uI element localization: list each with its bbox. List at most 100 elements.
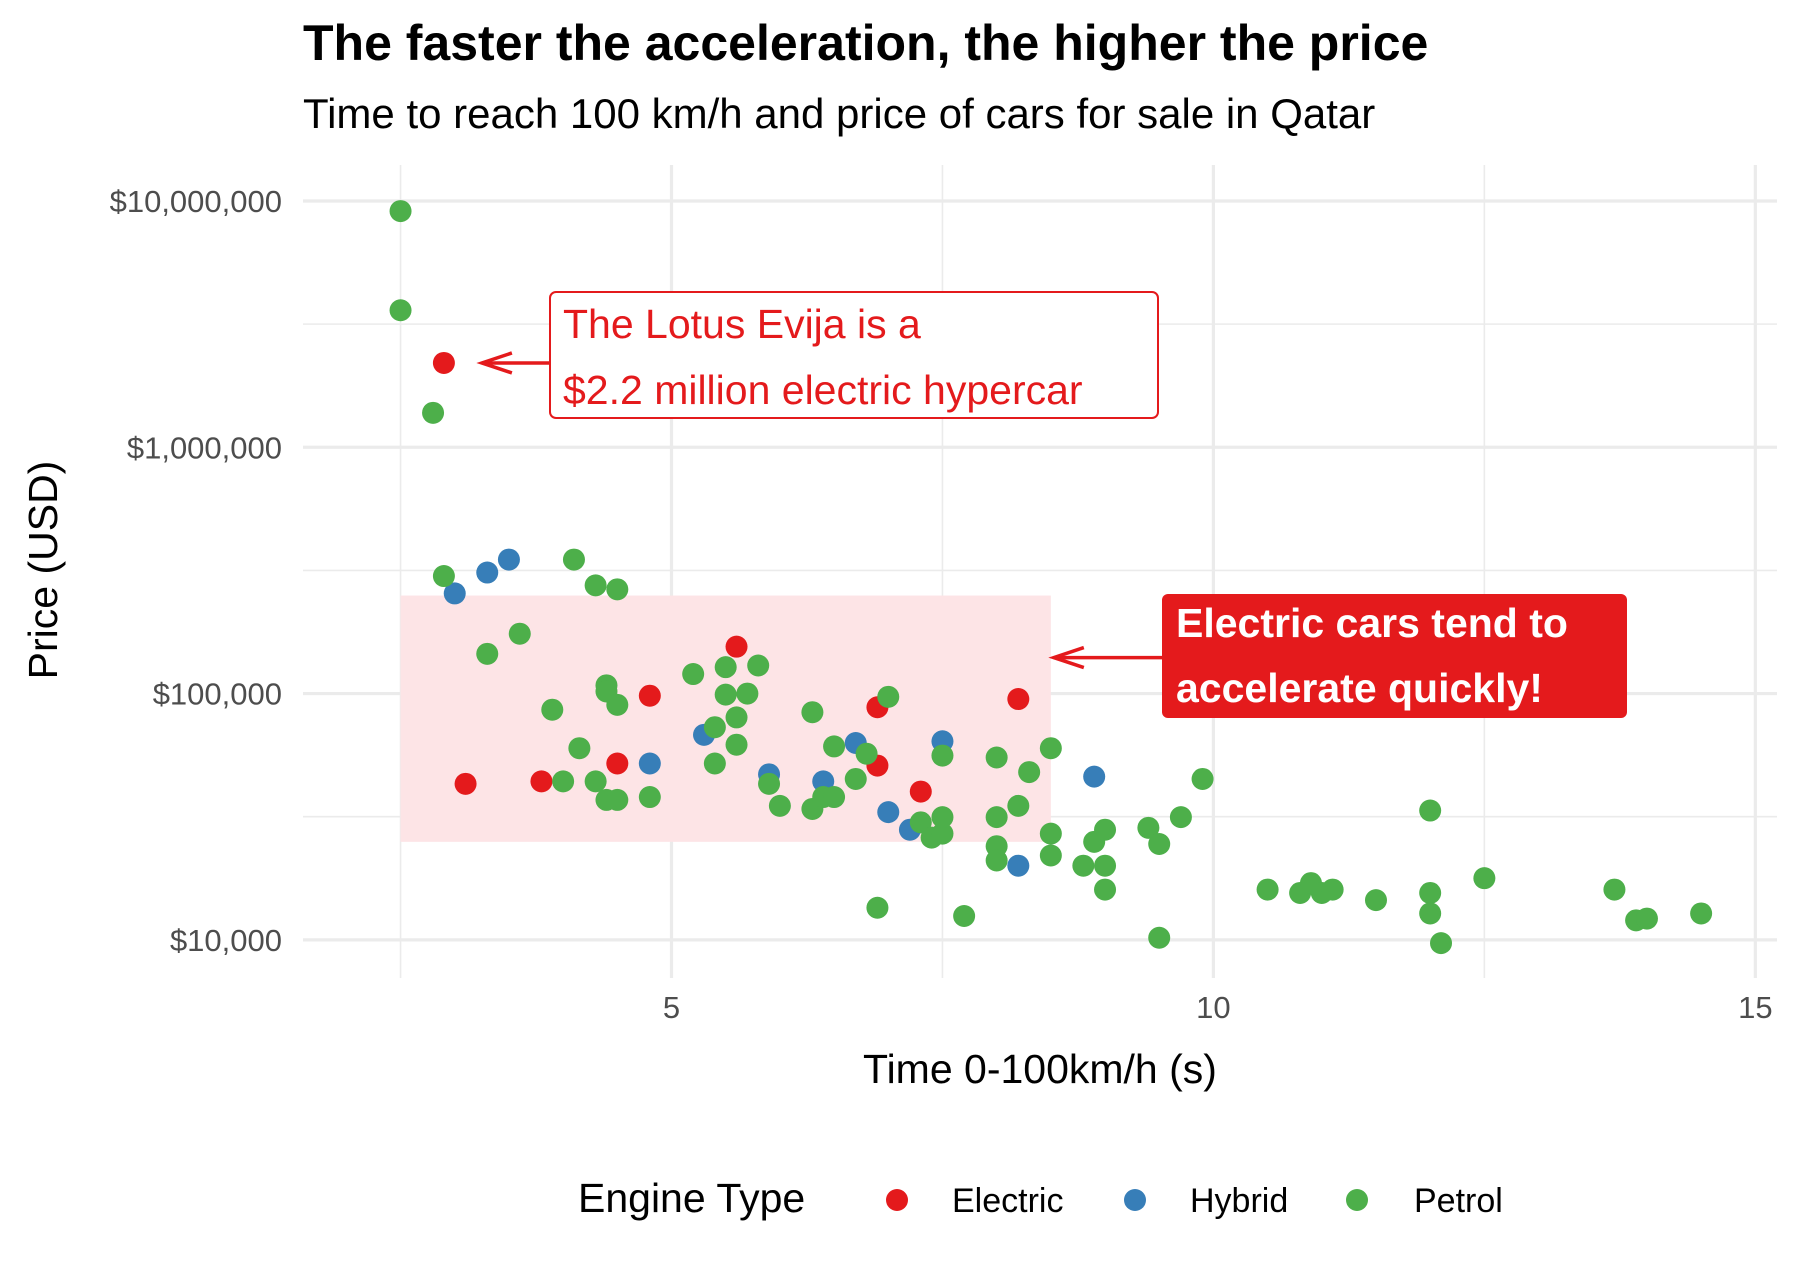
point-electric [1007,688,1030,711]
lotus-annotation-arrowhead [476,351,513,375]
point-petrol [1321,878,1344,901]
point-petrol [714,656,737,679]
point-petrol [606,788,629,811]
point-petrol [1473,867,1496,890]
point-petrol [1419,799,1442,822]
point-petrol [1635,907,1658,930]
point-petrol [877,685,900,708]
point-petrol [909,811,932,834]
point-petrol [606,693,629,716]
point-petrol [725,706,748,729]
point-petrol [1148,833,1171,856]
point-petrol [432,565,455,588]
point-petrol [1191,767,1214,790]
point-petrol [953,904,976,927]
point-petrol [422,401,445,424]
x-tick-label: 15 [1738,990,1772,1025]
point-electric [606,752,629,775]
point-petrol [584,574,607,597]
point-petrol [1169,806,1192,829]
point-petrol [931,806,954,829]
annotations: The Lotus Evija is a $2.2 million electr… [476,291,1627,718]
lotus-annotation-line1: The Lotus Evija is a [563,301,921,347]
legend-key-petrol [1346,1189,1368,1211]
point-petrol [844,767,867,790]
chart-title: The faster the acceleration, the higher … [303,15,1429,71]
point-petrol [562,548,585,571]
electric-annotation: Electric cars tend to accelerate quickly… [1048,594,1627,718]
point-petrol [1256,878,1279,901]
x-tick-label: 5 [663,990,680,1025]
point-petrol [1094,878,1117,901]
point-petrol [476,642,499,665]
x-axis-ticks: 5 10 15 [663,990,1773,1025]
point-petrol [1364,889,1387,912]
point-petrol [758,772,781,795]
point-electric [909,780,932,803]
lotus-annotation-line2: $2.2 million electric hypercar [563,367,1083,413]
point-petrol [823,735,846,758]
point-petrol [1419,881,1442,904]
legend-key-electric [886,1189,908,1211]
point-petrol [747,654,770,677]
electric-annotation-box [1162,594,1627,718]
point-hybrid [1007,854,1030,877]
point-hybrid [812,770,835,793]
point-petrol [931,744,954,767]
point-petrol [931,822,954,845]
point-petrol [1419,902,1442,925]
point-petrol [714,683,737,706]
y-tick-label: $10,000 [170,923,282,958]
lotus-annotation: The Lotus Evija is a $2.2 million electr… [476,291,1159,419]
y-axis-title: Price (USD) [20,461,66,680]
point-petrol [985,849,1008,872]
point-petrol [1039,737,1062,760]
legend-label-electric: Electric [952,1182,1063,1220]
point-petrol [568,737,591,760]
point-petrol [1039,822,1062,845]
point-petrol [703,752,726,775]
point-petrol [1007,794,1030,817]
point-petrol [389,200,412,223]
point-petrol [682,663,705,686]
lotus-annotation-box [549,291,1159,419]
point-petrol [703,716,726,739]
y-tick-label: $10,000,000 [110,184,282,219]
point-petrol [606,578,629,601]
point-electric [638,684,661,707]
point-petrol [725,733,748,756]
point-hybrid [1083,765,1106,788]
point-petrol [1430,932,1453,955]
point-electric [454,772,477,795]
y-tick-label: $100,000 [153,677,282,712]
point-petrol [866,896,889,919]
point-petrol [1690,902,1713,925]
point-petrol [736,682,759,705]
point-petrol [1018,761,1041,784]
electric-annotation-line2: accelerate quickly! [1176,665,1543,711]
legend-label-petrol: Petrol [1414,1182,1503,1220]
point-petrol [1148,926,1171,949]
point-hybrid [476,561,499,584]
electric-annotation-arrowhead [1048,645,1085,670]
point-petrol [823,786,846,809]
data-points [389,200,1713,955]
point-petrol [985,806,1008,829]
legend-key-hybrid [1124,1189,1146,1211]
point-petrol [801,701,824,724]
point-petrol [1094,818,1117,841]
x-axis-title: Time 0-100km/h (s) [863,1046,1217,1092]
legend-label-hybrid: Hybrid [1190,1182,1288,1220]
point-petrol [541,698,564,721]
point-petrol [1039,844,1062,867]
point-petrol [508,622,531,645]
point-petrol [1094,854,1117,877]
point-electric [432,351,455,374]
point-petrol [638,786,661,809]
chart-subtitle: Time to reach 100 km/h and price of cars… [303,90,1376,137]
point-petrol [768,794,791,817]
y-axis-ticks: $10,000 $100,000 $1,000,000 $10,000,000 [110,184,282,958]
legend: Engine Type Electric Hybrid Petrol [578,1175,1503,1221]
point-electric [530,770,553,793]
